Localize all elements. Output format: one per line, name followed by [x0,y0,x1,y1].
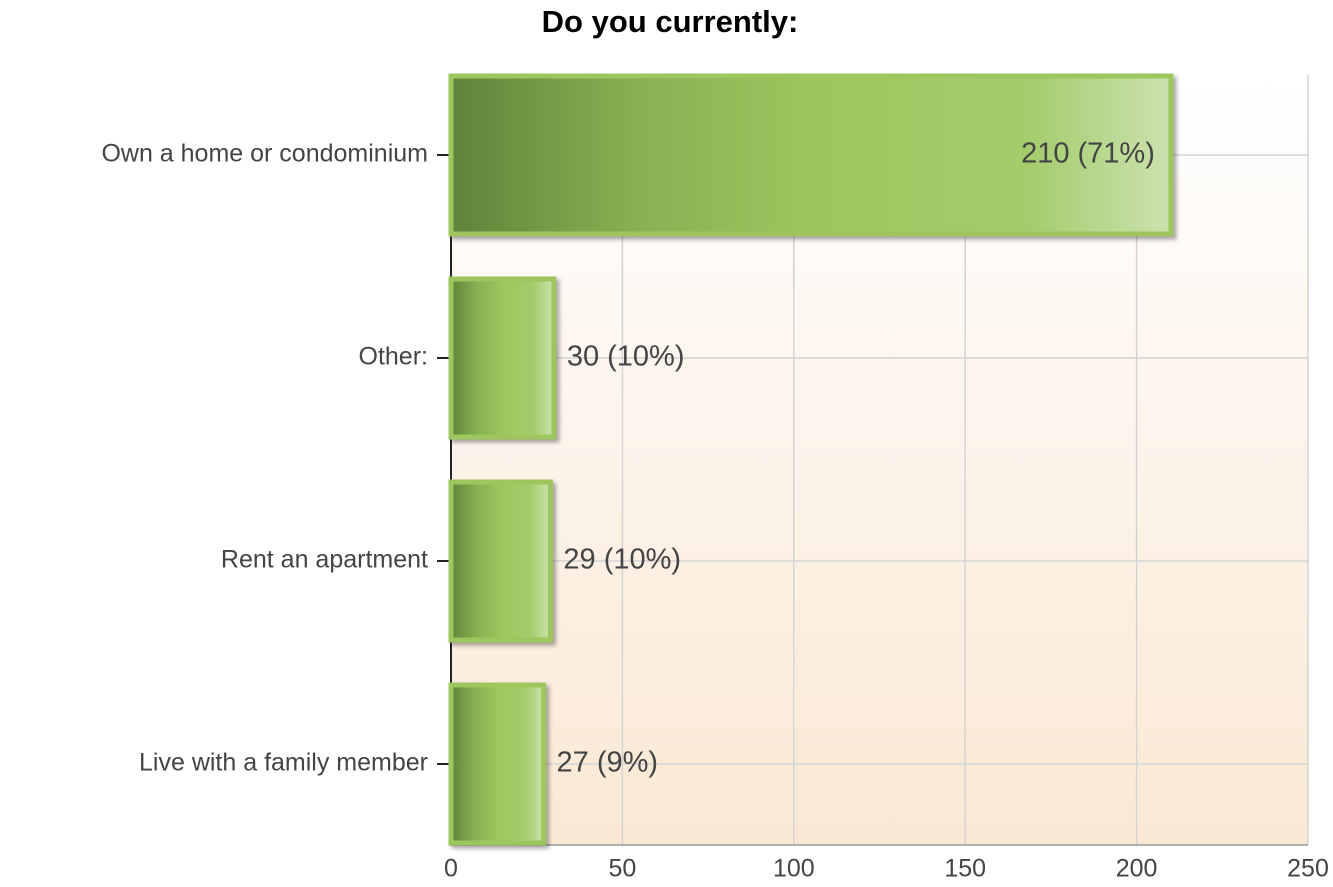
chart-title: Do you currently: [542,4,799,39]
y-tick-label: Own a home or condominium [101,140,428,168]
x-tick-label: 50 [608,855,636,883]
x-tick-label: 100 [773,855,815,883]
data-label: 29 (10%) [563,544,681,576]
x-tick-label: 0 [444,855,458,883]
bar [448,479,553,643]
data-label: 210 (71%) [1021,138,1155,170]
bar [448,73,1174,237]
x-tick-label: 250 [1287,855,1329,883]
x-tick-label: 200 [1116,855,1158,883]
y-tick-label: Rent an apartment [221,546,428,574]
x-tick-label: 150 [944,855,986,883]
data-label: 27 (9%) [557,747,659,779]
data-label: 30 (10%) [567,341,685,373]
bar [448,682,547,846]
y-tick-label: Live with a family member [139,749,428,777]
bar [448,276,557,440]
y-tick-label: Other: [359,343,428,371]
